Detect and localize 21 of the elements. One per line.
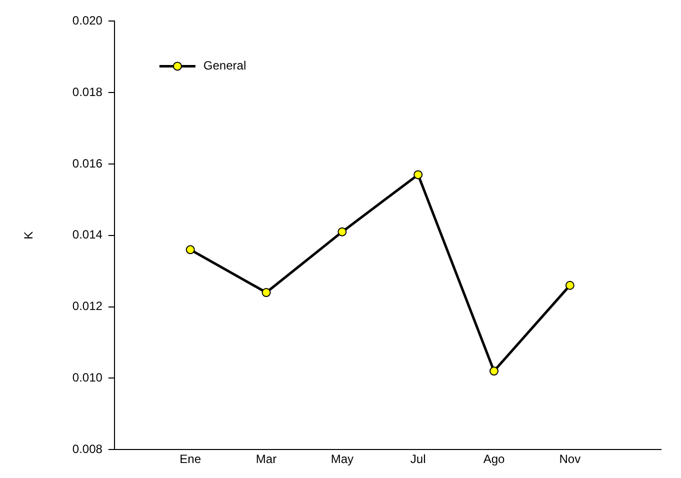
point — [489, 366, 498, 376]
x-tick-label: Ene — [180, 452, 202, 466]
point — [338, 227, 347, 236]
legend-label: General — [203, 58, 246, 73]
point — [186, 245, 195, 254]
x-tick-label: May — [330, 452, 354, 466]
y-tick-label: 0.008 — [72, 442, 103, 456]
point — [414, 170, 423, 180]
y-tick-label: 0.010 — [72, 370, 103, 385]
point — [262, 288, 271, 298]
y-tick-label: 0.016 — [72, 156, 103, 170]
y-tick-label: 0.020 — [72, 14, 103, 28]
point — [565, 280, 574, 290]
x-tick-label: Nov — [559, 452, 581, 466]
x-tick-label: Mar — [256, 452, 277, 466]
x-tick-label: Ago — [483, 452, 505, 466]
y-tick-label: 0.014 — [72, 228, 103, 242]
x-tick-label: Jul — [410, 452, 426, 466]
y-axis-title: K — [22, 231, 36, 240]
y-tick-label: 0.012 — [72, 299, 103, 314]
y-tick-label: 0.018 — [72, 84, 103, 99]
